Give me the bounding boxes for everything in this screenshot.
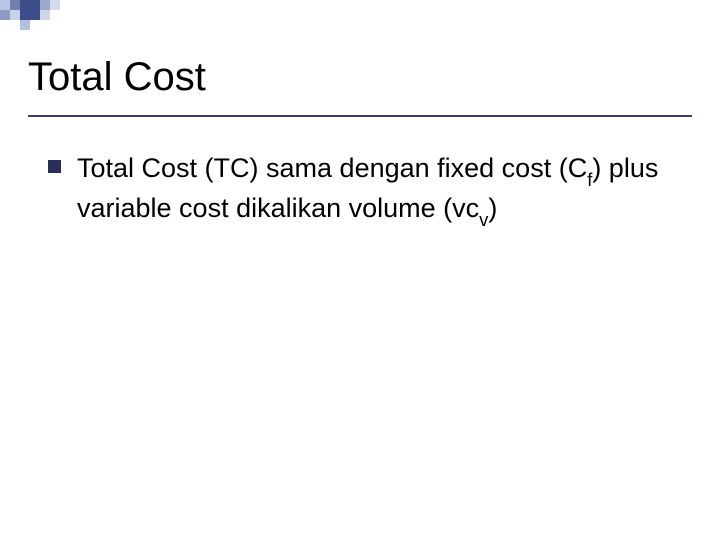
deco-square [40,0,50,10]
text-segment: Total Cost (TC) sama dengan fixed cost (… [77,153,587,183]
deco-square [40,10,50,20]
deco-square [20,0,40,20]
bullet-item: Total Cost (TC) sama dengan fixed cost (… [48,150,672,230]
deco-square [10,10,20,20]
subscript: v [479,209,488,230]
title-underline [28,115,692,117]
deco-square [20,20,30,30]
deco-square [0,0,10,10]
slide-title: Total Cost [28,55,692,100]
deco-square [10,0,20,10]
deco-square [50,0,60,10]
deco-square [0,10,10,20]
slide-corner-decoration [0,0,720,22]
content-area: Total Cost (TC) sama dengan fixed cost (… [48,150,672,230]
text-segment: ) [488,193,497,223]
bullet-text: Total Cost (TC) sama dengan fixed cost (… [77,150,672,230]
bullet-square-icon [48,160,61,173]
title-area: Total Cost [28,55,692,100]
subscript: f [587,169,592,190]
